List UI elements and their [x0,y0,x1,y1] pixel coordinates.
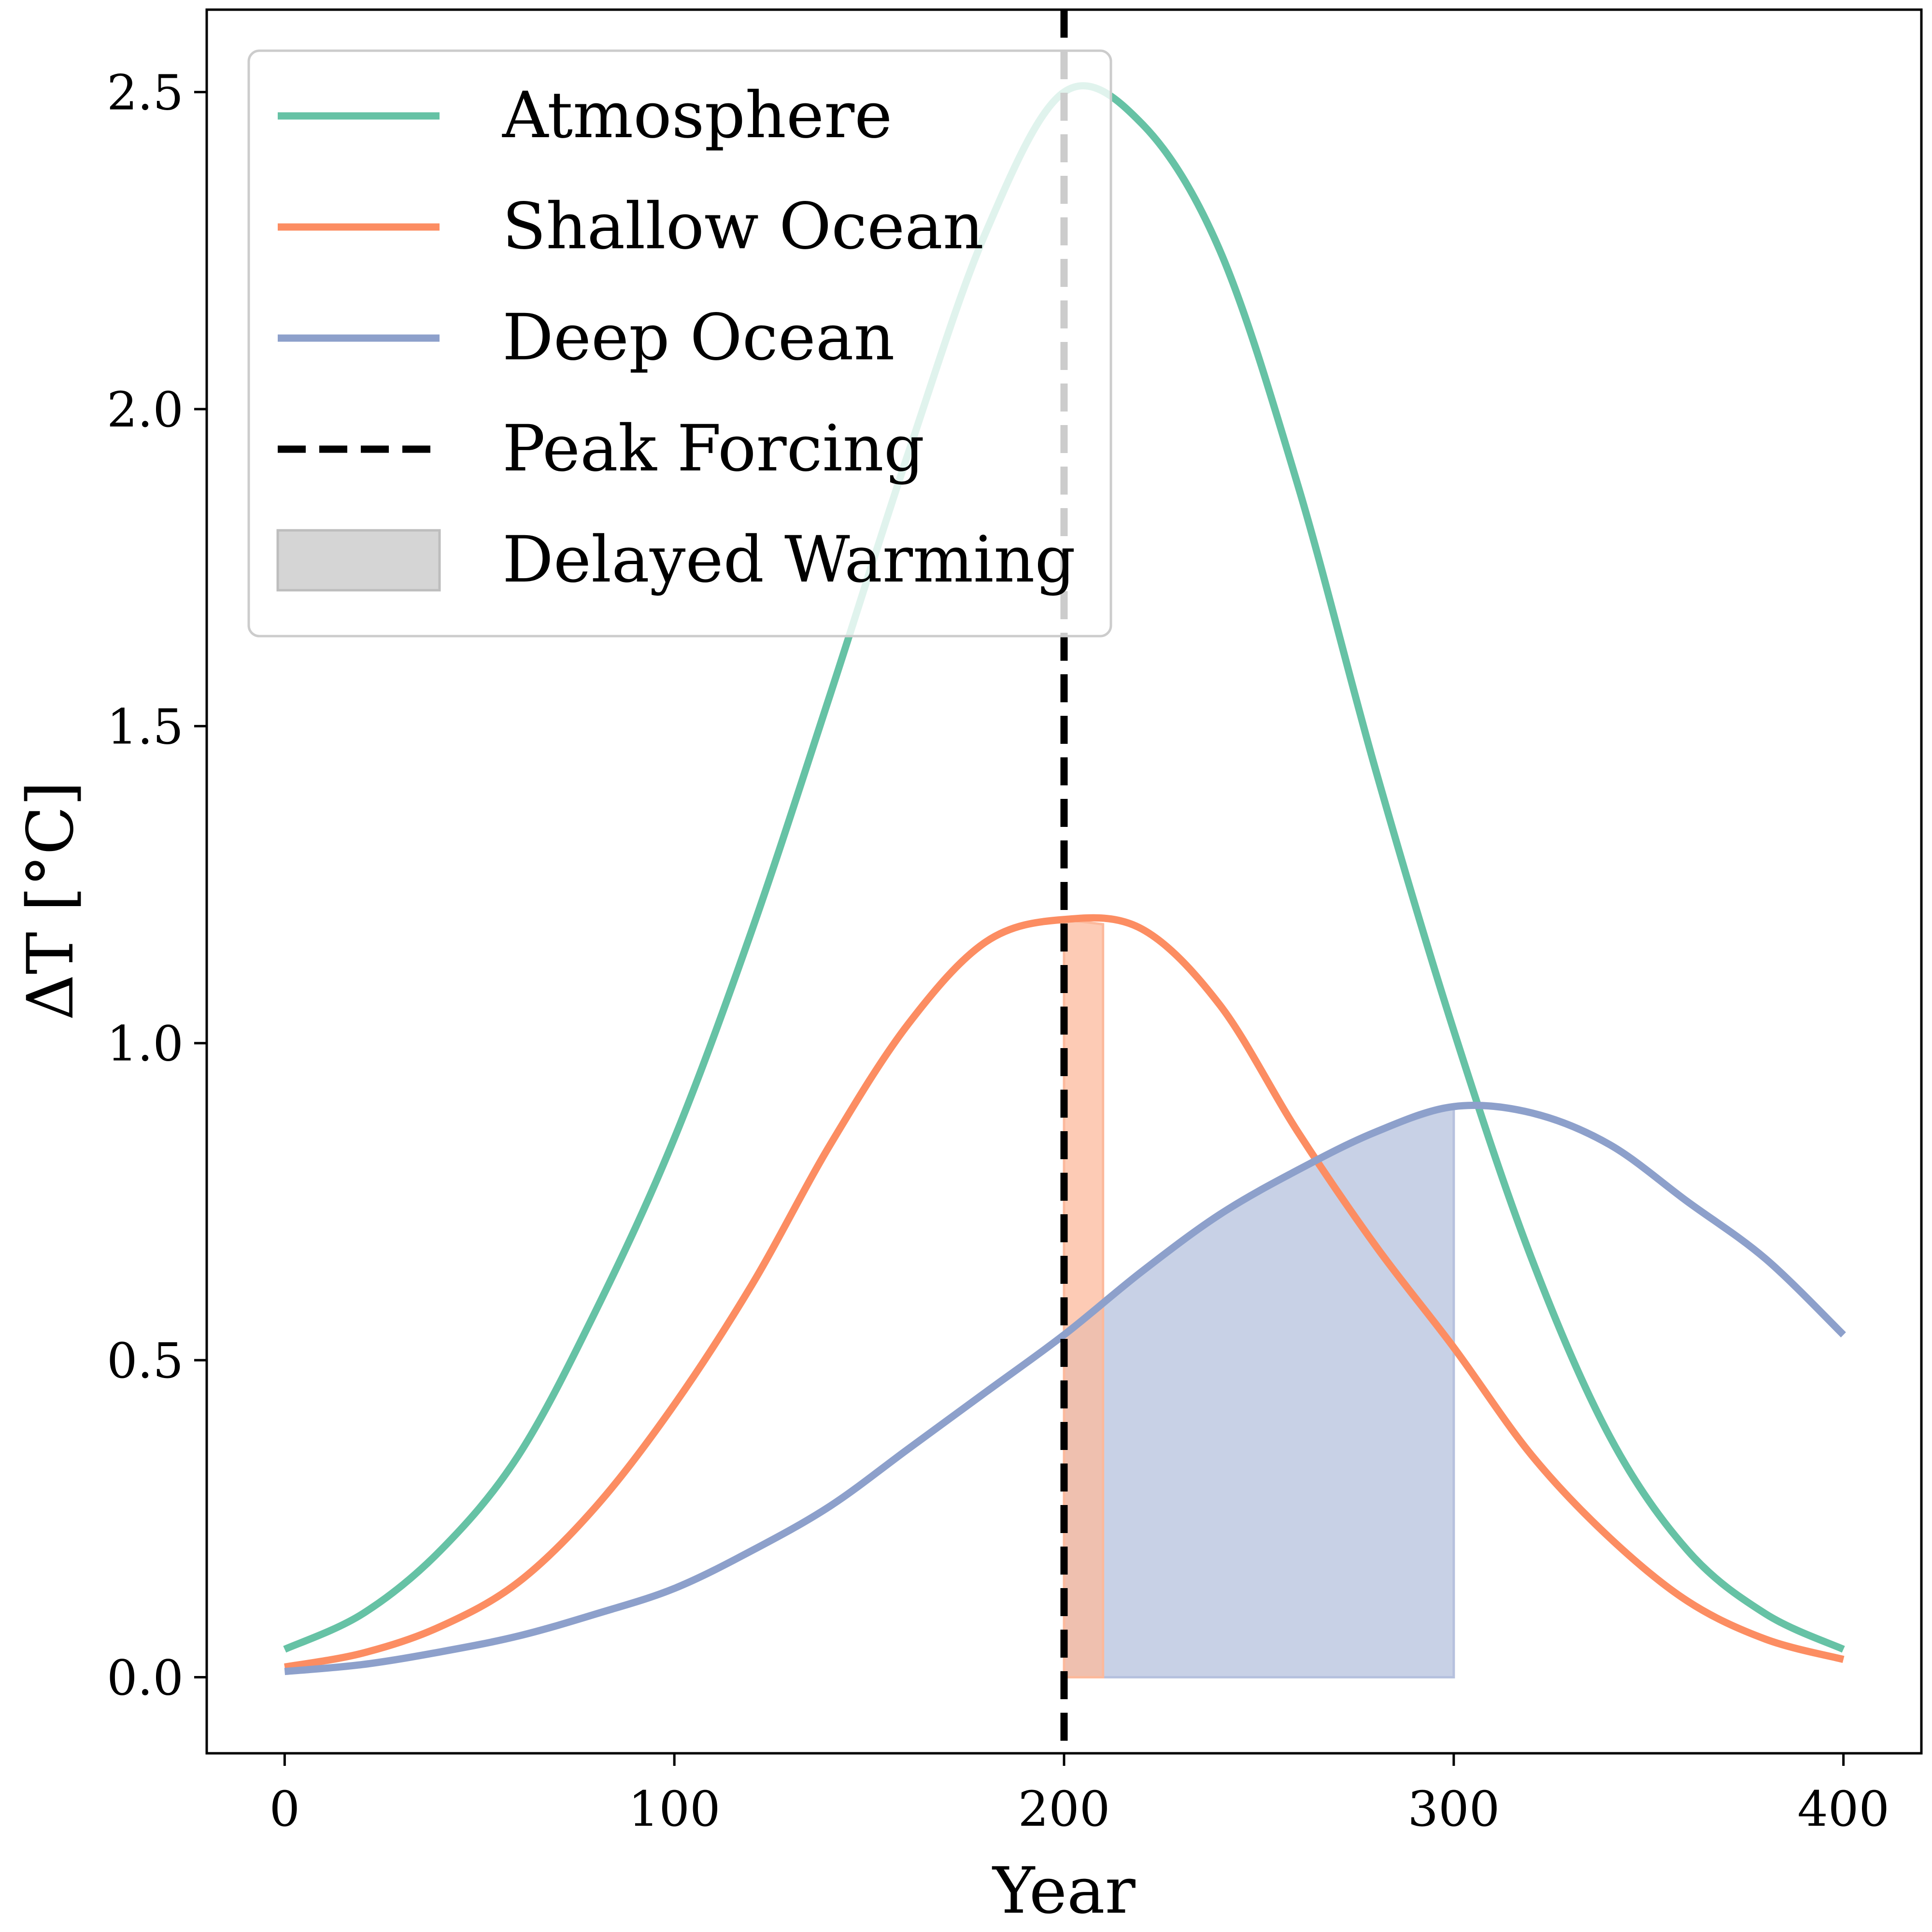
y-tick-label: 2.0 [107,382,184,438]
legend: Atmosphere Shallow Ocean Deep Ocean Peak Fo… [247,49,1112,638]
legend-label-deep-ocean: Deep Ocean [502,300,895,375]
legend-label-peak-forcing: Peak Forcing [502,412,924,486]
shaded-regions [1063,918,1455,1678]
legend-label-shallow-ocean: Shallow Ocean [502,189,984,264]
x-tick-label: 300 [1407,1781,1500,1837]
x-axis: 0 100 200 300 400 [270,1753,1889,1837]
x-tick-label: 0 [270,1781,300,1837]
x-tick-label: 400 [1797,1781,1889,1837]
x-tick-label: 100 [628,1781,721,1837]
series-line-deep-ocean [284,1101,1846,1676]
y-axis-title: ΔT [°C] [14,781,88,1020]
legend-box [247,49,1112,638]
y-tick-label: 1.0 [107,1016,184,1072]
legend-key-delayed-warming [276,529,441,592]
legend-label-delayed-warming: Delayed Warming [502,523,1076,597]
x-tick-label: 200 [1018,1781,1110,1837]
y-tick-label: 0.0 [107,1649,184,1706]
y-tick-label: 0.5 [107,1333,184,1389]
delayed-warming-region-shallow-ocean [1063,918,1105,1678]
series-line-shallow-ocean [284,914,1845,1671]
x-axis-title: Year [992,1854,1136,1928]
y-tick-label: 1.5 [107,698,184,755]
legend-label-atmosphere: Atmosphere [502,78,892,153]
y-tick-label: 2.5 [107,65,184,121]
y-axis: 0.0 0.5 1.0 1.5 2.0 2.5 [107,65,207,1706]
